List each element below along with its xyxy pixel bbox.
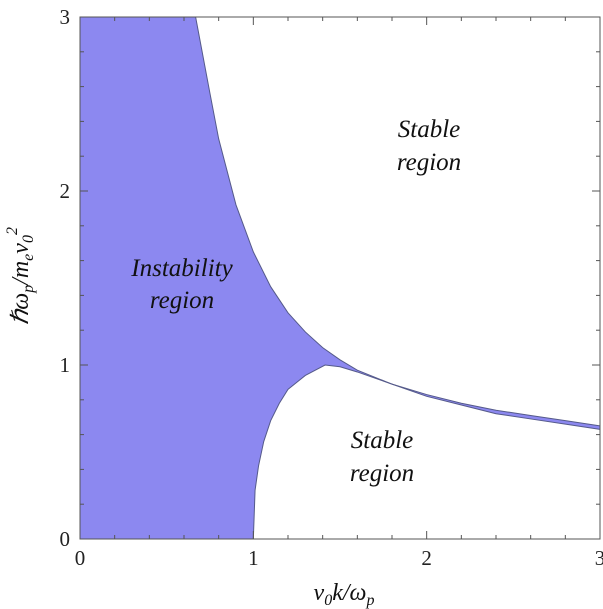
y-tick-label: 1 [60, 353, 71, 377]
ticks: 0 1 2 3 0 1 2 3 [60, 5, 603, 570]
upper-boundary-curve [195, 16, 601, 427]
instability-region-label-line1: Instability [130, 255, 233, 282]
stable-upper-region-label-line1: Stable [398, 116, 461, 143]
lower-boundary-curve [252, 364, 601, 540]
y-tick-label: 2 [60, 179, 71, 203]
instability-region-label-line2: region [150, 287, 214, 314]
x-tick-label: 2 [421, 546, 432, 570]
stable-lower-region-label-line2: region [350, 460, 414, 487]
x-tick-label: 0 [75, 546, 86, 570]
y-axis-label: ℏωp/mev02 [4, 227, 37, 325]
instability-region-fill [80, 17, 600, 539]
x-tick-label: 1 [248, 546, 259, 570]
y-tick-label: 0 [60, 527, 71, 551]
stable-upper-region-label-line2: region [397, 149, 461, 176]
y-tick-label: 3 [60, 5, 71, 29]
plot-area [79, 16, 601, 540]
stable-lower-region-label-line1: Stable [351, 427, 414, 454]
x-tick-label: 3 [595, 546, 603, 570]
x-axis-label: v0k/ωp [314, 580, 375, 609]
plot-frame [79, 16, 601, 540]
